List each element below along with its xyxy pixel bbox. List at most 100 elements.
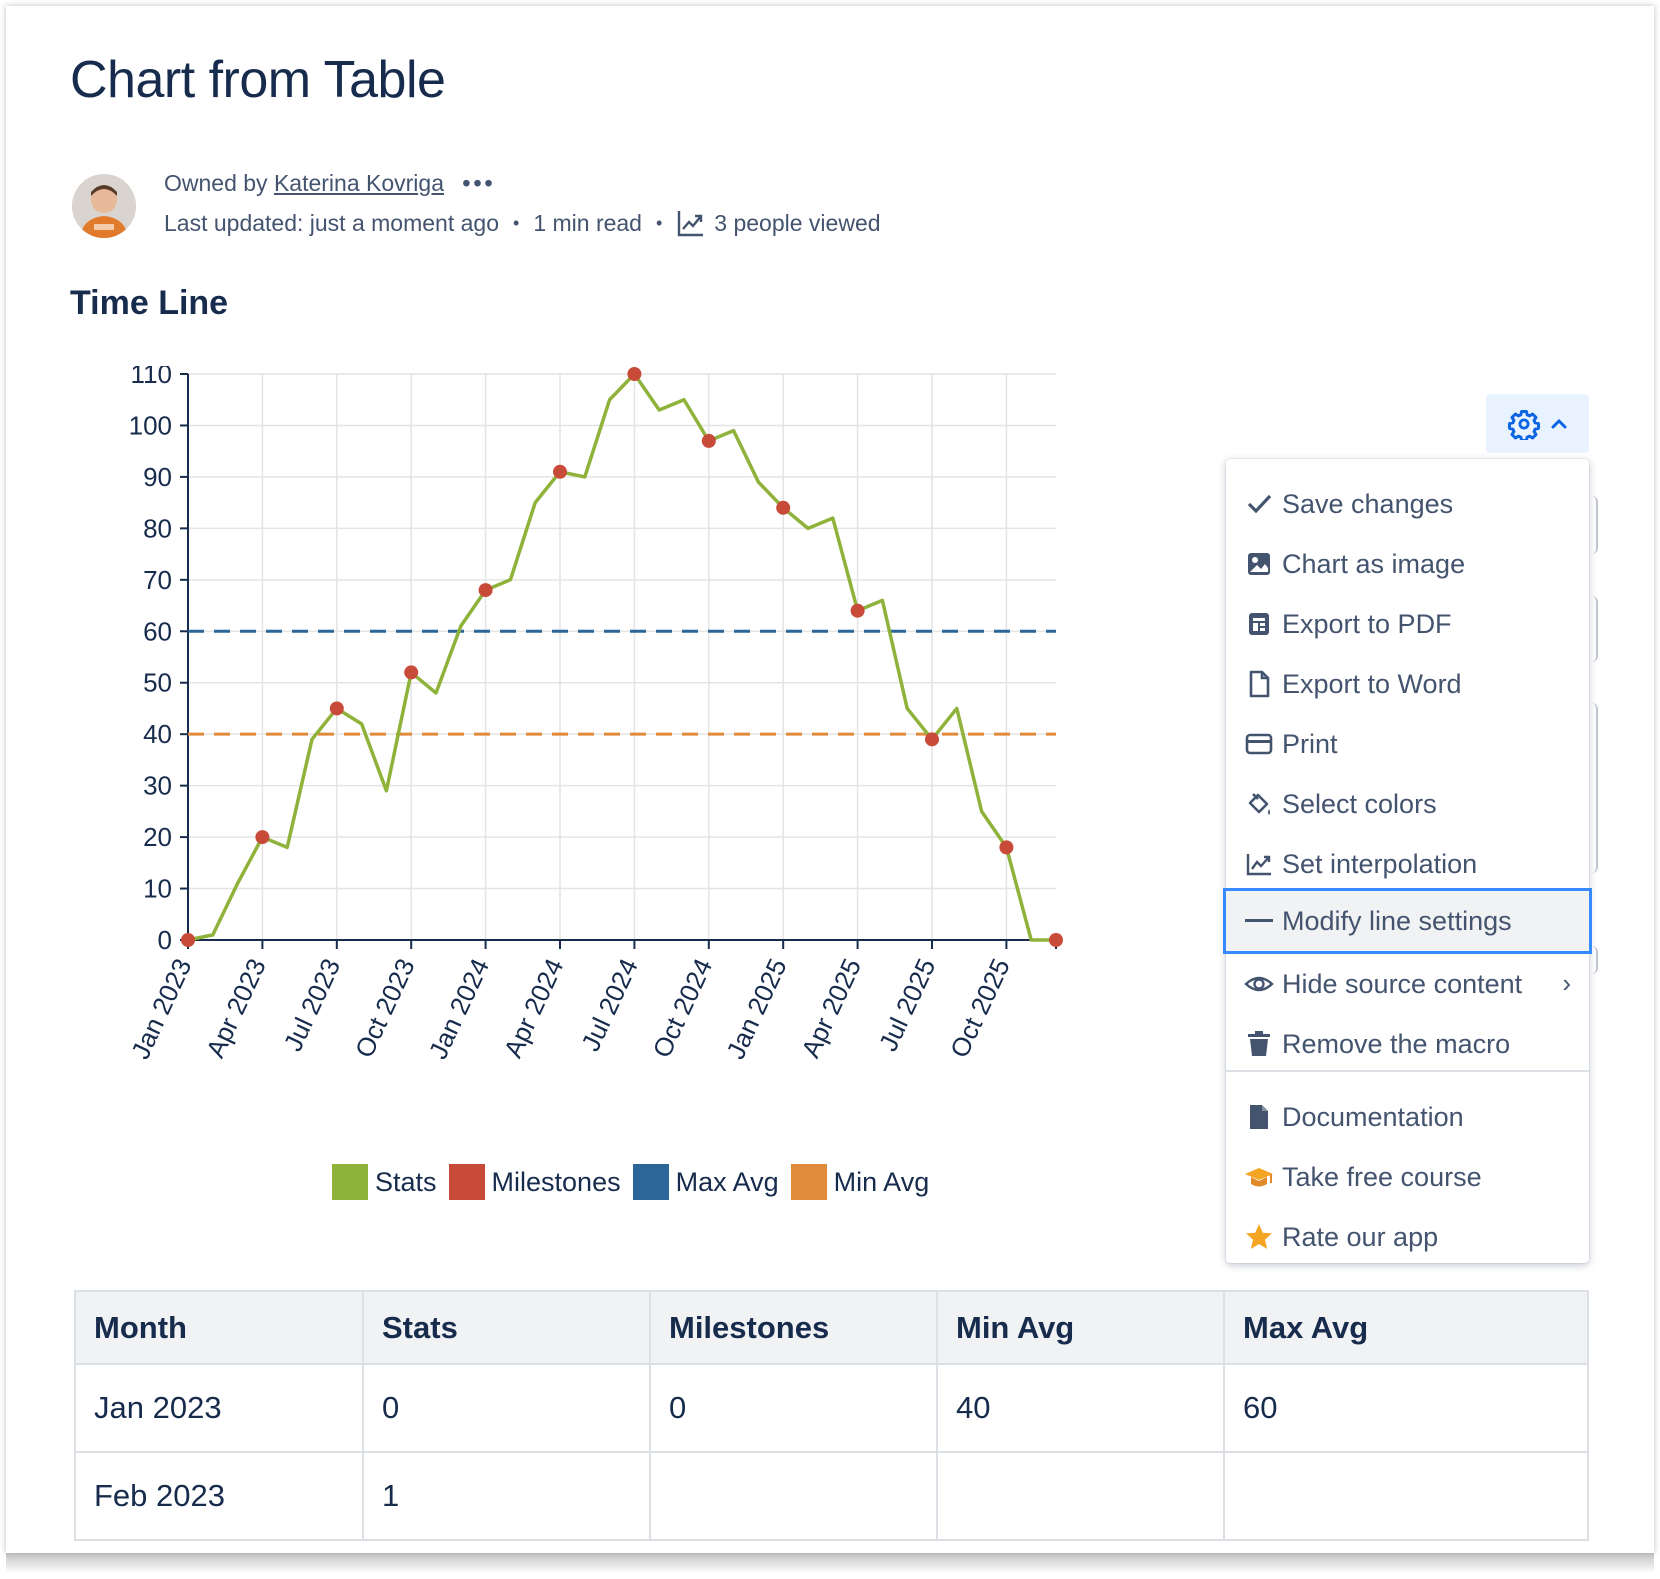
- table-cell[interactable]: 0: [649, 1363, 938, 1453]
- menu-item-rate-our-app[interactable]: Rate our app: [1226, 1207, 1589, 1267]
- column-header-stats[interactable]: Stats: [362, 1290, 651, 1365]
- graduation-cap-icon: [1244, 1162, 1274, 1192]
- legend-item-stats[interactable]: Stats: [332, 1164, 437, 1200]
- legend-item-min-avg[interactable]: Min Avg: [790, 1164, 930, 1200]
- menu-item-label: Remove the macro: [1282, 1028, 1511, 1059]
- avatar[interactable]: [72, 174, 136, 238]
- milestone-point: [404, 665, 419, 680]
- legend-item-milestones[interactable]: Milestones: [448, 1164, 621, 1200]
- legend-label: Min Avg: [833, 1166, 930, 1197]
- y-tick-label: 90: [143, 462, 172, 492]
- table-cell[interactable]: Jan 2023: [74, 1363, 364, 1453]
- legend-label: Stats: [375, 1166, 437, 1197]
- menu-item-print[interactable]: Print: [1226, 714, 1589, 774]
- milestone-point: [181, 933, 195, 947]
- x-tick-label: Apr 2024: [498, 954, 570, 1062]
- frame-shadow: [6, 1553, 1654, 1573]
- x-tick-label: Jul 2024: [575, 954, 644, 1056]
- chart-settings-button[interactable]: [1486, 394, 1589, 453]
- y-tick-label: 70: [143, 565, 172, 595]
- menu-item-label: Select colors: [1282, 788, 1437, 819]
- menu-item-set-interpolation[interactable]: Set interpolation: [1226, 834, 1589, 894]
- line-chart-icon: [1244, 849, 1274, 879]
- table-cell[interactable]: 0: [362, 1363, 651, 1453]
- line-icon: [1244, 906, 1274, 936]
- table-cell[interactable]: 1: [362, 1451, 651, 1541]
- meta-line: Last updated: just a moment ago • 1 min …: [164, 208, 881, 238]
- legend-swatch: [332, 1164, 368, 1200]
- menu-item-chart-as-image[interactable]: Chart as image: [1226, 534, 1589, 594]
- x-tick-label: Oct 2025: [944, 954, 1016, 1062]
- y-tick-label: 40: [143, 719, 172, 749]
- y-tick-label: 110: [131, 366, 172, 389]
- more-actions-icon[interactable]: •••: [462, 170, 496, 196]
- table-cell[interactable]: Feb 2023: [74, 1451, 364, 1541]
- legend-swatch: [448, 1164, 485, 1200]
- print-icon: [1244, 729, 1274, 759]
- owner-line: Owned by Katerina Kovriga •••: [164, 170, 496, 197]
- menu-item-select-colors[interactable]: Select colors: [1226, 774, 1589, 834]
- legend-item-max-avg[interactable]: Max Avg: [632, 1164, 779, 1200]
- y-tick-label: 50: [143, 668, 172, 698]
- gear-icon: [1507, 409, 1540, 440]
- table-row: Feb 2023 1: [74, 1451, 1589, 1541]
- section-title: Time Line: [70, 284, 229, 322]
- column-header-milestones[interactable]: Milestones: [649, 1290, 938, 1365]
- milestone-point: [478, 583, 493, 598]
- y-tick-label: 100: [129, 410, 172, 440]
- pdf-icon: [1244, 609, 1274, 639]
- menu-item-take-free-course[interactable]: Take free course: [1226, 1147, 1589, 1207]
- paint-bucket-icon: [1244, 789, 1274, 819]
- menu-item-remove-macro[interactable]: Remove the macro: [1226, 1014, 1589, 1074]
- legend-swatch: [632, 1164, 669, 1200]
- table-row: Jan 2023 0 0 40 60: [74, 1363, 1589, 1453]
- document-icon: [1244, 669, 1274, 699]
- y-tick-label: 10: [143, 874, 172, 904]
- column-header-min-avg[interactable]: Min Avg: [936, 1290, 1225, 1365]
- milestone-point: [701, 433, 716, 448]
- menu-item-modify-line-settings[interactable]: Modify line settings: [1223, 888, 1592, 954]
- background-panel-edge: [1592, 703, 1598, 873]
- menu-item-label: Hide source content: [1282, 968, 1523, 999]
- table-cell[interactable]: 40: [936, 1363, 1225, 1453]
- milestone-point: [776, 500, 791, 515]
- column-header-month[interactable]: Month: [74, 1290, 364, 1365]
- background-panel-edge: [1592, 496, 1598, 554]
- menu-item-label: Modify line settings: [1282, 905, 1512, 936]
- milestone-point: [329, 701, 344, 716]
- check-icon: [1244, 489, 1274, 519]
- y-tick-label: 0: [158, 925, 172, 955]
- read-time: 1 min read: [533, 209, 642, 236]
- x-tick-label: Jul 2025: [873, 954, 942, 1056]
- menu-item-export-word[interactable]: Export to Word: [1226, 654, 1589, 714]
- menu-item-save-changes[interactable]: Save changes: [1226, 474, 1589, 534]
- background-panel-edge: [1592, 946, 1598, 974]
- x-tick-label: Jan 2024: [423, 954, 495, 1064]
- x-tick-label: Apr 2023: [200, 954, 272, 1062]
- table-cell[interactable]: 60: [1223, 1363, 1589, 1453]
- menu-item-documentation[interactable]: Documentation: [1226, 1087, 1589, 1147]
- menu-item-label: Save changes: [1282, 488, 1454, 519]
- trash-icon: [1244, 1029, 1274, 1059]
- table-cell[interactable]: [1223, 1451, 1589, 1541]
- page-title: Chart from Table: [70, 51, 446, 109]
- menu-item-hide-source-content[interactable]: Hide source content ›: [1226, 954, 1589, 1014]
- owner-link[interactable]: Katerina Kovriga: [273, 170, 444, 196]
- milestone-point: [553, 464, 567, 479]
- milestone-point: [925, 732, 939, 747]
- menu-item-label: Chart as image: [1282, 548, 1466, 579]
- milestone-point: [999, 840, 1014, 855]
- stats-line: [187, 372, 1056, 942]
- viewers-count[interactable]: 3 people viewed: [714, 209, 881, 236]
- table-cell[interactable]: [936, 1451, 1225, 1541]
- x-tick-label: Oct 2024: [646, 954, 718, 1062]
- table-cell[interactable]: [649, 1451, 938, 1541]
- menu-item-label: Export to Word: [1282, 668, 1462, 699]
- x-tick-label: Oct 2023: [349, 954, 421, 1062]
- menu-item-label: Set interpolation: [1282, 848, 1478, 879]
- last-updated: Last updated: just a moment ago: [164, 209, 499, 236]
- column-header-max-avg[interactable]: Max Avg: [1223, 1290, 1589, 1365]
- x-tick-label: Jan 2025: [720, 954, 792, 1064]
- menu-item-export-pdf[interactable]: Export to PDF: [1226, 594, 1589, 654]
